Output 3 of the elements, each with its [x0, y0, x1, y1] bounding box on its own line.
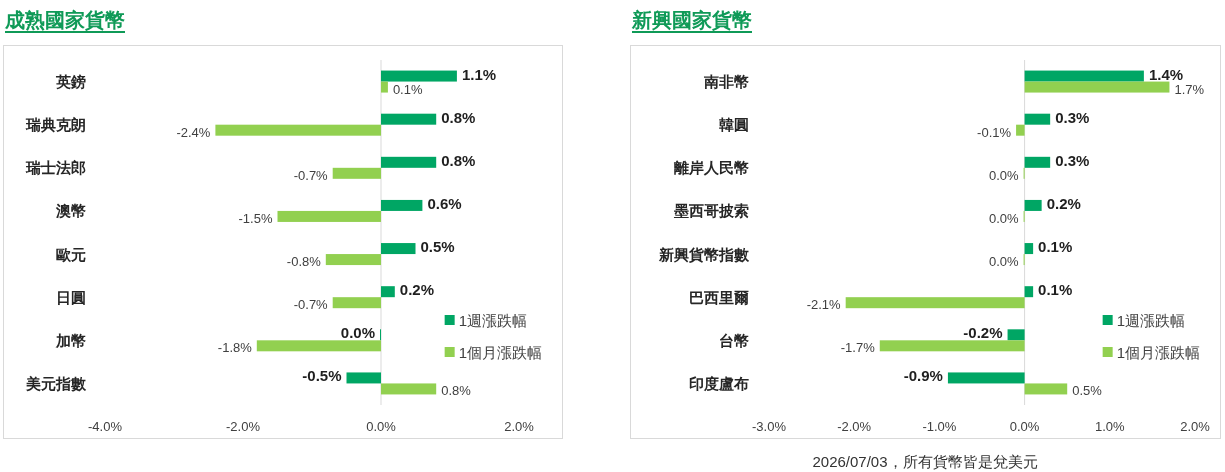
title: 新興國家貨幣 [632, 9, 752, 31]
title: 成熟國家貨幣 [5, 9, 125, 31]
annotation: 2026/07/03，所有貨幣皆是兌美元 [812, 452, 1038, 470]
